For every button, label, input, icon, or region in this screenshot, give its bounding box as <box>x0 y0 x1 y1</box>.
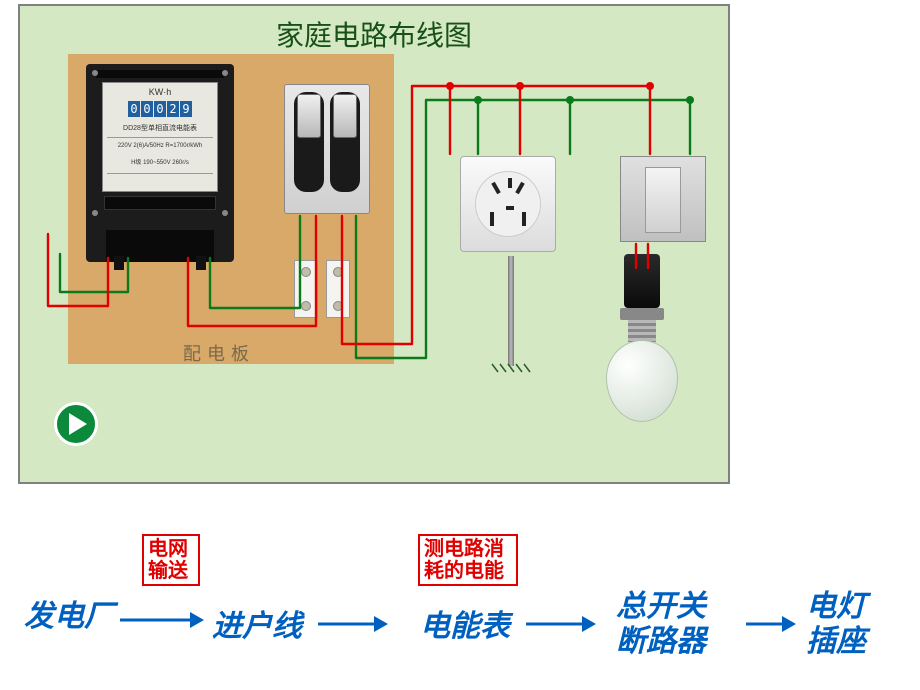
breaker-switch-right[interactable] <box>333 94 357 138</box>
fuse-1 <box>294 260 318 318</box>
meter-face: KW·h 0 0 0 2 9 DD28型单相直流电能表 220V 2(6)A/5… <box>102 82 218 192</box>
flow-arrows <box>20 520 900 670</box>
energy-meter: KW·h 0 0 0 2 9 DD28型单相直流电能表 220V 2(6)A/5… <box>86 64 234 262</box>
power-outlet <box>460 156 556 252</box>
wiring-diagram-panel: 家庭电路布线图 配电板 KW·h 0 0 0 2 9 DD28型单相直流电能表 … <box>18 4 730 484</box>
flow-chart: 发电厂进户线电能表总开关 断路器电灯 插座电网 输送测电路消 耗的电能 <box>20 520 900 670</box>
meter-model: DD28型单相直流电能表 <box>103 123 217 133</box>
ground-rod <box>508 256 514 366</box>
meter-unit: KW·h <box>103 87 217 97</box>
light-bulb <box>602 254 682 422</box>
circuit-breaker <box>284 84 370 214</box>
light-switch[interactable] <box>620 156 706 242</box>
distribution-board-label: 配电板 <box>183 340 255 366</box>
diagram-title: 家庭电路布线图 <box>20 14 728 54</box>
meter-spec2: H级 190~550V 260r/s <box>109 157 211 166</box>
play-button[interactable] <box>54 402 98 446</box>
fuse-2 <box>326 260 350 318</box>
ground-symbol <box>490 362 536 374</box>
meter-spec1: 220V 2(6)A/50Hz R=1700r/kWh <box>109 143 211 149</box>
meter-reading: 0 0 0 2 9 <box>128 101 192 117</box>
breaker-switch-left[interactable] <box>297 94 321 138</box>
